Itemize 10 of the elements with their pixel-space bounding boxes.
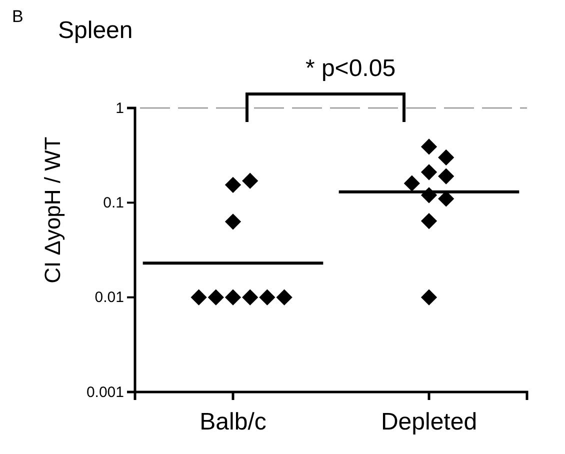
y-axis-title: CI ΔyopH / WT	[40, 136, 65, 284]
chart-title: Spleen	[58, 17, 133, 44]
x-tick-label: Depleted	[380, 408, 478, 436]
y-tick-label: 0.1	[103, 194, 124, 212]
y-tick-label: 0.001	[86, 384, 124, 401]
text: * p<0.05	[305, 55, 396, 82]
y-tick-label: 1	[116, 100, 124, 117]
y-tick-label: 0.01	[94, 289, 124, 306]
x-tick-label: Balb/c	[200, 408, 266, 436]
text: B	[12, 7, 24, 26]
